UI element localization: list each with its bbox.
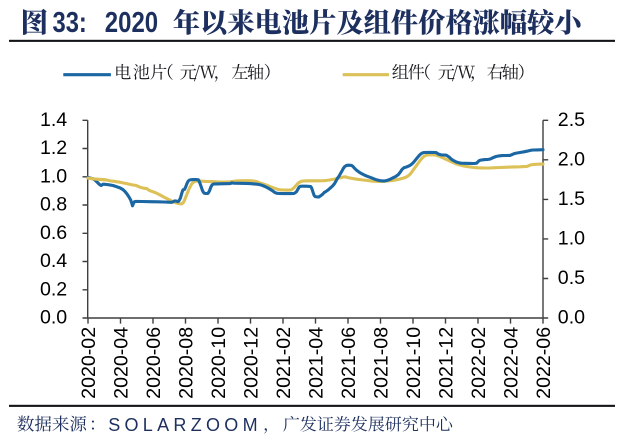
svg-text:33:: 33:	[53, 7, 87, 39]
svg-text:1.0: 1.0	[558, 228, 585, 250]
svg-text:2020-06: 2020-06	[143, 327, 165, 399]
svg-text:2022-02: 2022-02	[468, 327, 490, 399]
svg-text:2021-08: 2021-08	[371, 327, 393, 399]
svg-text:0.8: 0.8	[40, 194, 67, 216]
svg-text:0.6: 0.6	[40, 222, 67, 244]
svg-text:2022-04: 2022-04	[501, 327, 523, 399]
svg-text:0.0: 0.0	[40, 307, 67, 329]
svg-text:2021-04: 2021-04	[306, 327, 328, 399]
svg-text:1.5: 1.5	[558, 188, 585, 210]
svg-text:2020-10: 2020-10	[208, 327, 230, 399]
svg-text:0.0: 0.0	[558, 307, 585, 329]
svg-text:2022-06: 2022-06	[533, 327, 555, 399]
svg-text:2.5: 2.5	[558, 109, 585, 131]
svg-text:1.2: 1.2	[40, 137, 67, 159]
svg-text:2020-02: 2020-02	[78, 327, 100, 399]
svg-text:1.4: 1.4	[40, 109, 67, 131]
svg-text:2021-06: 2021-06	[338, 327, 360, 399]
svg-text:SOLARZOOM: SOLARZOOM	[108, 415, 262, 435]
svg-text:0.4: 0.4	[40, 250, 67, 272]
svg-text:2021-12: 2021-12	[436, 327, 458, 399]
svg-text:2.0: 2.0	[558, 149, 585, 171]
svg-text:2020-12: 2020-12	[241, 327, 263, 399]
svg-text:0.2: 0.2	[40, 279, 67, 301]
svg-text:1.0: 1.0	[40, 166, 67, 188]
svg-text:2021-02: 2021-02	[273, 327, 295, 399]
svg-text:2020-08: 2020-08	[176, 327, 198, 399]
svg-text:0.5: 0.5	[558, 267, 585, 289]
svg-text:2020-04: 2020-04	[111, 327, 133, 399]
svg-text:2020: 2020	[105, 7, 158, 39]
svg-text:2021-10: 2021-10	[403, 327, 425, 399]
